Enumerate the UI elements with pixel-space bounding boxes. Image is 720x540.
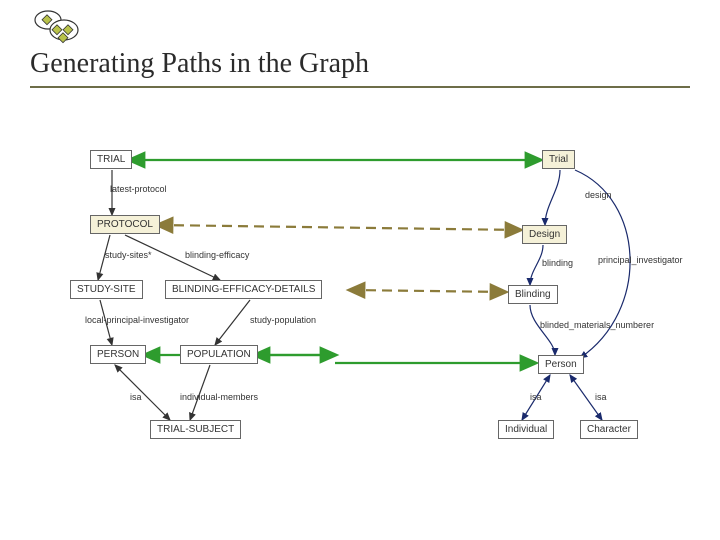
edges-layer [50,120,670,480]
edge [115,365,170,420]
edge-label: study-population [250,315,316,325]
edge [350,290,505,292]
node-protocol: PROTOCOL [90,215,160,234]
node-person_r: Person [538,355,584,374]
node-person_l: PERSON [90,345,146,364]
edge-label: study-sites* [105,250,152,260]
graph-diagram: TRIAL Trial PROTOCOL Design STUDY-SITE BLINDI… [50,120,670,480]
edge [215,300,250,345]
node-trial_l: TRIAL [90,150,132,169]
node-trial_r: Trial [542,150,575,169]
node-studysite: STUDY-SITE [70,280,143,299]
edge-label: isa [530,392,542,402]
slide-title: Generating Paths in the Graph [30,48,369,80]
node-population: POPULATION [180,345,258,364]
edge-label: local-principal-investigator [85,315,189,325]
node-design: Design [522,225,567,244]
edge-label: blinding [542,258,573,268]
edge-label: design [585,190,612,200]
edge-label: isa [130,392,142,402]
node-individual: Individual [498,420,554,439]
node-bed: BLINDING-EFFICACY-DETAILS [165,280,322,299]
edge [545,170,560,225]
edge-label: blinding-efficacy [185,250,249,260]
edge [530,305,555,355]
title-underline [30,86,690,88]
edge-label: individual-members [180,392,258,402]
edge-label: blinded_materials_numberer [540,320,654,330]
edge [158,225,520,230]
edge-label: principal_investigator [598,255,683,265]
node-trialsubj: TRIAL-SUBJECT [150,420,241,439]
edge-label: isa [595,392,607,402]
edge-label: latest-protocol [110,184,167,194]
node-character: Character [580,420,638,439]
node-blinding: Blinding [508,285,558,304]
logo-icon [30,8,85,46]
